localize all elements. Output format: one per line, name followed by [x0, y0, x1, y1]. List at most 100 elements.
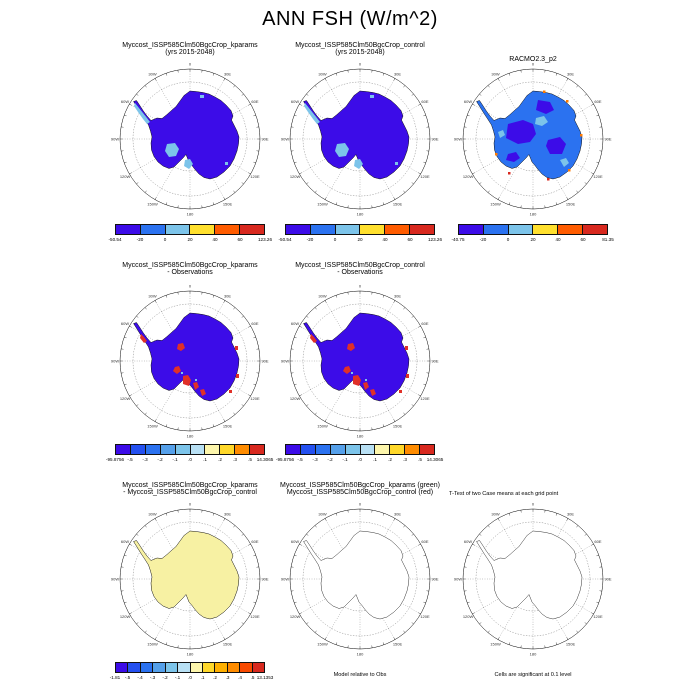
colorbar-segment: [360, 225, 386, 234]
colorbar-segment: [130, 445, 146, 454]
colorbar-tick-label: -.3: [312, 457, 318, 462]
panel-title-line2: Myccost_ISSP585Clm50BgcCrop_control (red…: [286, 489, 434, 496]
colorbar-tick-label: .2: [218, 457, 222, 462]
colorbar-tick-label: -95.8756: [105, 457, 125, 462]
colorbar-segment: [345, 445, 361, 454]
colorbar-tick-label: .1: [200, 675, 205, 680]
colorbar-segment: [410, 225, 434, 234]
colorbar-segment: [116, 225, 141, 234]
panel-title-line2: - Observations: [167, 269, 213, 276]
panel-title-line1: Myccost_ISSP585Clm50BgcCrop_control: [295, 262, 425, 269]
colorbar-tick-label: -.1: [172, 457, 178, 462]
colorbar-segment: [205, 445, 221, 454]
panel-title: Myccost_ISSP585Clm50BgcCrop_control (yrs…: [275, 42, 445, 56]
colorbar-segment: [220, 445, 236, 454]
panel-title: Myccost_ISSP585Clm50BgcCrop_kparams (gre…: [275, 482, 445, 496]
colorbar-tick-label: .1: [373, 457, 377, 462]
colorbar-tick-label: -40.75: [451, 237, 465, 242]
colorbar-segment: [160, 445, 176, 454]
colorbar-tick-label: -.2: [327, 457, 333, 462]
colorbar-tick-label: .1: [203, 457, 207, 462]
colorbar-tick-label: -.2: [157, 457, 163, 462]
panel-title-line2: (yrs 2015-2048): [165, 49, 215, 56]
colorbar-segment: [583, 225, 607, 234]
colorbar-tick-label: -1.81: [109, 675, 121, 680]
panel-control-minus-obs: Myccost_ISSP585Clm50BgcCrop_control - Ob…: [275, 262, 445, 467]
panel-racmo: RACMO2.3_p2 -40.75 -20 0 20 40 60 81.35: [448, 42, 618, 247]
colorbar: -95.8756 -.5 -.3 -.2 -.1 .0 .1 .2 .3 .5 14.3065: [276, 444, 443, 464]
colorbar-tick-label: -20: [136, 237, 144, 242]
colorbar-segment: [202, 663, 216, 672]
colorbar-segment: [310, 225, 336, 234]
colorbar-tick-label: -.5: [124, 675, 131, 680]
continent: [133, 312, 240, 402]
antarctica-map: [453, 62, 612, 217]
colorbar-tick-label: -.5: [297, 457, 303, 462]
colorbar-tick-label: .5: [248, 457, 252, 462]
colorbar-tick-label: -.1: [342, 457, 348, 462]
antarctica-map: [280, 502, 439, 657]
antarctica-map: [453, 502, 612, 657]
colorbar-tick-label: .5: [418, 457, 422, 462]
colorbar-tick-label: -50.54: [278, 237, 292, 242]
colorbar-segment: [145, 445, 161, 454]
colorbar-segment: [190, 663, 203, 672]
colorbar-tick-label: 40: [555, 237, 561, 242]
colorbar-tick-label: .3: [403, 457, 407, 462]
colorbar-segment: [227, 663, 241, 672]
colorbar-tick-label: -.3: [142, 457, 148, 462]
panel-caption: Cells are significant at 0.1 level: [494, 672, 572, 678]
colorbar-labels: -95.8756 -.5 -.3 -.2 -.1 .0 .1 .2 .3 .5 14.3065: [276, 455, 443, 463]
colorbar-tick-label: -.2: [162, 675, 168, 680]
colorbar-segment: [215, 663, 228, 672]
antarctica-map: [280, 62, 439, 217]
colorbar-tick-label: 60: [237, 237, 243, 242]
colorbar-segment: [252, 663, 265, 672]
colorbar-tick-label: 123.26: [257, 237, 273, 242]
colorbar-tick-label: .0: [358, 457, 362, 462]
colorbar-labels: -40.75 -20 0 20 40 60 81.35: [451, 235, 613, 243]
colorbar-tick-label: -95.8756: [275, 457, 295, 462]
colorbar-segment: [420, 445, 435, 454]
colorbar-segment: [235, 445, 251, 454]
colorbar-segment: [335, 225, 361, 234]
colorbar-segment: [140, 663, 154, 672]
colorbar-tick-label: 60: [580, 237, 586, 242]
colorbar-tick-label: .0: [188, 675, 192, 680]
colorbar-segment: [140, 225, 166, 234]
antarctica-map: [110, 62, 269, 217]
colorbar-tick-label: .3: [225, 675, 230, 680]
colorbar-boxes: [115, 444, 265, 455]
panel-title-line2: - Observations: [337, 269, 383, 276]
colorbar-segment: [240, 663, 253, 672]
colorbar-segment: [405, 445, 421, 454]
colorbar-tick-label: .4: [238, 675, 242, 680]
colorbar-segment: [175, 445, 191, 454]
colorbar-segment: [250, 445, 265, 454]
colorbar-tick-label: -20: [306, 237, 314, 242]
colorbar-segment: [116, 663, 129, 672]
colorbar-tick-label: .3: [233, 457, 237, 462]
colorbar-tick-label: -20: [479, 237, 487, 242]
colorbar-segment: [286, 225, 311, 234]
continent: [476, 530, 583, 620]
continent: [133, 530, 240, 620]
colorbar-segment: [558, 225, 584, 234]
antarctica-map: [280, 284, 439, 439]
colorbar-segment: [330, 445, 346, 454]
colorbar-tick-label: .2: [213, 675, 217, 680]
panel-title-line1: Myccost_ISSP585Clm50BgcCrop_kparams: [122, 262, 258, 269]
colorbar-segment: [116, 445, 131, 454]
colorbar-tick-label: 13.1353: [256, 675, 274, 680]
colorbar-segment: [508, 225, 534, 234]
panel-title-line1: Myccost_ISSP585Clm50BgcCrop_kparams (gre…: [280, 482, 440, 489]
panel-kparams-minus-obs: Myccost_ISSP585Clm50BgcCrop_kparams - Ob…: [105, 262, 275, 467]
panel-title-line1: Myccost_ISSP585Clm50BgcCrop_kparams: [122, 482, 258, 489]
panel-title: Myccost_ISSP585Clm50BgcCrop_kparams - Ob…: [105, 262, 275, 276]
panel-title: RACMO2.3_p2: [448, 56, 618, 63]
colorbar-tick-label: 0: [333, 237, 337, 242]
colorbar-labels: -1.81 -.5 -.4 -.3 -.2 -.1 .0 .1 .2 .3 .4 .5 13.1353: [110, 673, 274, 681]
panel-title-line1: Myccost_ISSP585Clm50BgcCrop_control: [295, 42, 425, 49]
panel-caption: Model relative to Obs: [333, 672, 387, 678]
colorbar-segment: [190, 445, 206, 454]
